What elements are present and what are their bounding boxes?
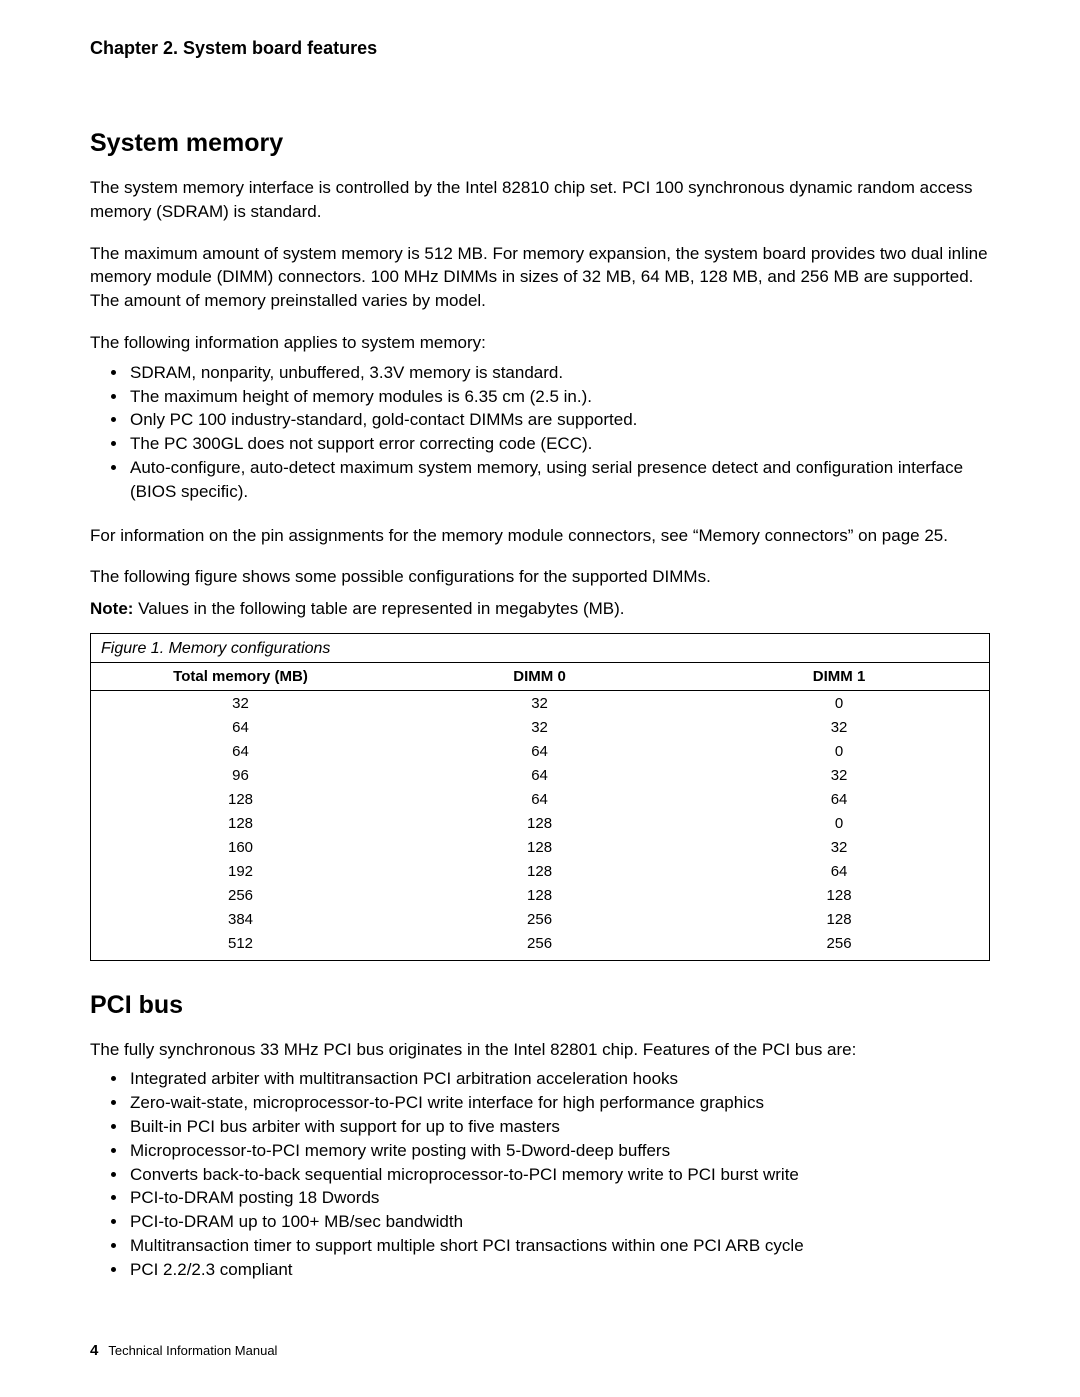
table-row: 384256128 [91,907,989,931]
table-row: 1281280 [91,811,989,835]
table-cell: 256 [390,931,689,960]
table-cell: 32 [689,835,989,859]
table-cell: 32 [390,715,689,739]
table-row: 256128128 [91,883,989,907]
list-item: Zero-wait-state, microprocessor-to-PCI w… [128,1091,990,1115]
table-cell: 0 [689,811,989,835]
table-cell: 384 [91,907,390,931]
table-cell: 128 [390,811,689,835]
table-row: 643232 [91,715,989,739]
table-row: 64640 [91,739,989,763]
list-item: Only PC 100 industry-standard, gold-cont… [128,408,990,432]
table-cell: 128 [390,883,689,907]
page-number: 4 [90,1342,98,1359]
table-cell: 32 [390,691,689,716]
list-item: The maximum height of memory modules is … [128,385,990,409]
table-cell: 64 [91,715,390,739]
table-cell: 128 [91,787,390,811]
list-item: PCI-to-DRAM posting 18 Dwords [128,1186,990,1210]
table-cell: 128 [91,811,390,835]
table-cell: 256 [390,907,689,931]
table-header: Total memory (MB) [91,663,390,691]
list-item: Multitransaction timer to support multip… [128,1234,990,1258]
table-cell: 64 [390,739,689,763]
table-cell: 32 [91,691,390,716]
list-item: Integrated arbiter with multitransaction… [128,1067,990,1091]
table-cell: 64 [689,859,989,883]
table-cell: 0 [689,691,989,716]
footer: 4 Technical Information Manual [90,1342,990,1359]
table-cell: 192 [91,859,390,883]
table-row: 966432 [91,763,989,787]
table-cell: 160 [91,835,390,859]
paragraph: The following information applies to sys… [90,331,990,355]
note-text: Values in the following table are repres… [133,599,624,618]
table-cell: 96 [91,763,390,787]
table-row: 19212864 [91,859,989,883]
bullet-list-memory: SDRAM, nonparity, unbuffered, 3.3V memor… [90,361,990,504]
note: Note: Values in the following table are … [90,599,990,619]
table-row: 16012832 [91,835,989,859]
table-cell: 512 [91,931,390,960]
list-item: PCI 2.2/2.3 compliant [128,1258,990,1282]
list-item: Microprocessor-to-PCI memory write posti… [128,1139,990,1163]
table-cell: 64 [91,739,390,763]
table-row: 512256256 [91,931,989,960]
note-label: Note: [90,599,133,618]
table-cell: 128 [390,859,689,883]
list-item: The PC 300GL does not support error corr… [128,432,990,456]
table-caption: Figure 1. Memory configurations [91,634,989,663]
table-row: 32320 [91,691,989,716]
paragraph: The maximum amount of system memory is 5… [90,242,990,313]
section-heading-pci-bus: PCI bus [90,991,990,1020]
list-item: Auto-configure, auto-detect maximum syst… [128,456,990,504]
paragraph: The fully synchronous 33 MHz PCI bus ori… [90,1038,990,1062]
table-cell: 128 [390,835,689,859]
table-cell: 128 [689,883,989,907]
bullet-list-pci: Integrated arbiter with multitransaction… [90,1067,990,1281]
table-cell: 32 [689,715,989,739]
table-row: 1286464 [91,787,989,811]
table-cell: 32 [689,763,989,787]
list-item: SDRAM, nonparity, unbuffered, 3.3V memor… [128,361,990,385]
table-cell: 64 [689,787,989,811]
chapter-title: Chapter 2. System board features [90,38,990,59]
section-heading-system-memory: System memory [90,129,990,158]
table-cell: 64 [390,763,689,787]
list-item: Built-in PCI bus arbiter with support fo… [128,1115,990,1139]
table-cell: 0 [689,739,989,763]
table-header: DIMM 1 [689,663,989,691]
table-cell: 256 [91,883,390,907]
table: Total memory (MB)DIMM 0DIMM 1 3232064323… [91,663,989,960]
table-header: DIMM 0 [390,663,689,691]
manual-name: Technical Information Manual [108,1343,277,1358]
paragraph: The system memory interface is controlle… [90,176,990,224]
paragraph: The following figure shows some possible… [90,565,990,589]
paragraph: For information on the pin assignments f… [90,524,990,548]
table-cell: 128 [689,907,989,931]
list-item: Converts back-to-back sequential micropr… [128,1163,990,1187]
table-cell: 256 [689,931,989,960]
memory-config-table: Figure 1. Memory configurations Total me… [90,633,990,961]
list-item: PCI-to-DRAM up to 100+ MB/sec bandwidth [128,1210,990,1234]
page: Chapter 2. System board features System … [0,0,1080,1389]
table-cell: 64 [390,787,689,811]
